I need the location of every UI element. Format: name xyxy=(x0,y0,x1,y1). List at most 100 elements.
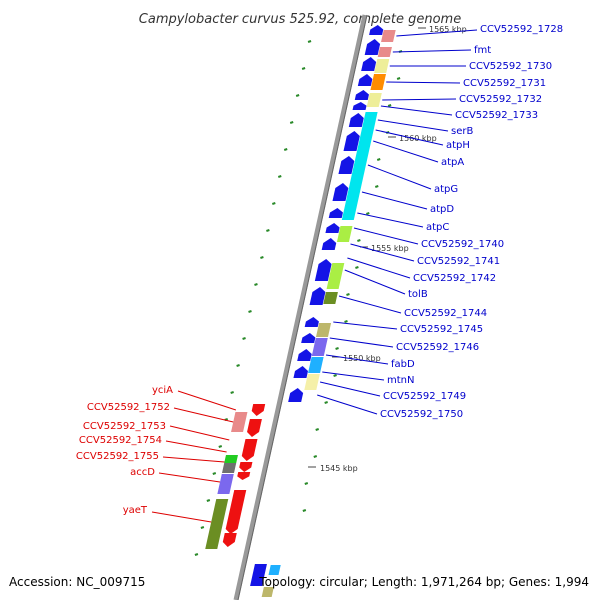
leader-line xyxy=(319,381,381,397)
gene-arrow xyxy=(239,462,253,472)
gene-arrow xyxy=(338,156,355,174)
gene-label[interactable]: atpH xyxy=(446,140,470,151)
leader-line xyxy=(357,212,424,228)
gene-block xyxy=(336,226,353,242)
leader-line xyxy=(353,227,419,245)
gene-block xyxy=(366,93,382,107)
gene-label[interactable]: CCV52592_1733 xyxy=(455,110,538,121)
gene-arrow xyxy=(354,90,369,100)
topology-text: Topology: circular; Length: 1,971,264 bp… xyxy=(258,575,589,589)
gene-label[interactable]: atpG xyxy=(434,184,458,195)
leader-line xyxy=(325,354,389,365)
gene-block xyxy=(304,374,320,390)
rna-tick xyxy=(335,347,339,350)
gene-label[interactable]: fmt xyxy=(474,45,491,56)
gene-label[interactable]: yciA xyxy=(152,385,173,396)
leader-line xyxy=(151,511,212,523)
gene-label[interactable]: yaeT xyxy=(123,505,148,516)
kbp-mark: 1565 kbp xyxy=(429,25,467,34)
accession-text: Accession: NC_009715 xyxy=(9,575,145,589)
gene-label[interactable]: CCV52592_1732 xyxy=(459,94,542,105)
rna-tick xyxy=(387,104,392,107)
gene-arrow xyxy=(301,333,316,343)
gene-label[interactable]: CCV52592_1744 xyxy=(404,308,487,319)
leader-line xyxy=(361,191,428,210)
gene-arrow xyxy=(297,349,312,361)
rna-tick xyxy=(315,428,320,431)
gene-label[interactable]: CCV52592_1730 xyxy=(469,61,552,72)
plus-strand-labels: CCV52592_1728 fmt CCV52592_1730 CCV52592… xyxy=(380,24,563,420)
gene-arrow xyxy=(321,238,337,250)
gene-label[interactable]: accD xyxy=(130,467,155,478)
gene-arrow xyxy=(222,533,237,547)
gene-label[interactable]: CCV52592_1746 xyxy=(396,342,479,353)
gene-label[interactable]: CCV52592_1742 xyxy=(413,273,496,284)
gene-label[interactable]: serB xyxy=(451,126,473,137)
gene-label[interactable]: CCV52592_1749 xyxy=(383,391,466,402)
gene-arrow xyxy=(332,183,349,201)
leader-line xyxy=(392,49,472,53)
gene-label[interactable]: CCV52592_1750 xyxy=(380,409,463,420)
gene-label[interactable]: CCV52592_1731 xyxy=(463,78,546,89)
gene-arrow xyxy=(250,564,267,586)
gene-block xyxy=(323,292,338,304)
rna-tick xyxy=(304,482,309,485)
gene-label[interactable]: CCV52592_1752 xyxy=(87,402,170,413)
gene-label[interactable]: CCV52592_1753 xyxy=(83,421,166,432)
gene-label[interactable]: mtnN xyxy=(387,375,414,386)
gene-label[interactable]: atpC xyxy=(426,222,449,233)
leader-line xyxy=(322,371,385,381)
leader-line xyxy=(396,29,478,37)
leader-line xyxy=(380,105,453,116)
gene-label[interactable]: CCV52592_1754 xyxy=(79,435,162,446)
gene-label[interactable]: CCV52592_1745 xyxy=(400,324,483,335)
rna-tick xyxy=(248,310,252,313)
map-title: Campylobacter curvus 525.92, complete ge… xyxy=(139,12,461,27)
leader-line xyxy=(386,81,461,84)
gene-arrow xyxy=(309,287,326,305)
gene-arrow xyxy=(352,102,367,110)
gene-label[interactable]: CCV52592_1728 xyxy=(480,24,563,35)
gene-label[interactable]: CCV52592_1755 xyxy=(76,451,159,462)
leader-line xyxy=(377,119,449,132)
minus-strand-labels: yciA CCV52592_1752 CCV52592_1753 CCV5259… xyxy=(76,385,173,516)
gene-arrow xyxy=(237,472,251,480)
gene-block xyxy=(217,474,234,494)
rna-tick xyxy=(236,364,240,367)
gene-block xyxy=(381,30,396,42)
rna-ticks xyxy=(194,40,403,556)
rna-tick xyxy=(366,212,370,215)
gene-block xyxy=(377,47,392,57)
gene-label[interactable]: tolB xyxy=(408,289,428,300)
rna-tick xyxy=(324,401,328,404)
gene-arrow xyxy=(325,223,340,233)
kbp-mark: 1560 kbp xyxy=(399,134,437,143)
rna-tick xyxy=(212,472,217,475)
backbone-line-dark xyxy=(237,14,368,600)
gene-label[interactable]: fabD xyxy=(391,359,415,370)
leader-line xyxy=(350,243,415,262)
kbp-mark: 1555 kbp xyxy=(371,244,409,253)
gene-label[interactable]: CCV52592_1741 xyxy=(417,256,500,267)
gene-label[interactable]: atpA xyxy=(441,157,464,168)
gene-arrow xyxy=(357,74,373,86)
gene-arrow xyxy=(241,439,258,461)
gene-block xyxy=(261,587,274,597)
rna-tick xyxy=(254,283,258,286)
rna-tick xyxy=(277,175,282,178)
gene-arrow xyxy=(304,317,319,327)
gene-arrow xyxy=(328,208,343,218)
gene-label[interactable]: CCV52592_1740 xyxy=(421,239,504,250)
kbp-mark: 1550 kbp xyxy=(343,354,381,363)
leader-line xyxy=(329,337,394,348)
gene-block xyxy=(268,565,281,575)
leader-line xyxy=(173,407,234,423)
label-leaders xyxy=(151,29,478,523)
gene-block xyxy=(315,323,332,337)
gene-block xyxy=(311,338,328,356)
leader-line xyxy=(382,98,457,101)
gene-label[interactable]: atpD xyxy=(430,204,454,215)
gene-block xyxy=(374,59,390,73)
gene-arrow xyxy=(225,490,247,534)
leader-line xyxy=(162,456,225,463)
